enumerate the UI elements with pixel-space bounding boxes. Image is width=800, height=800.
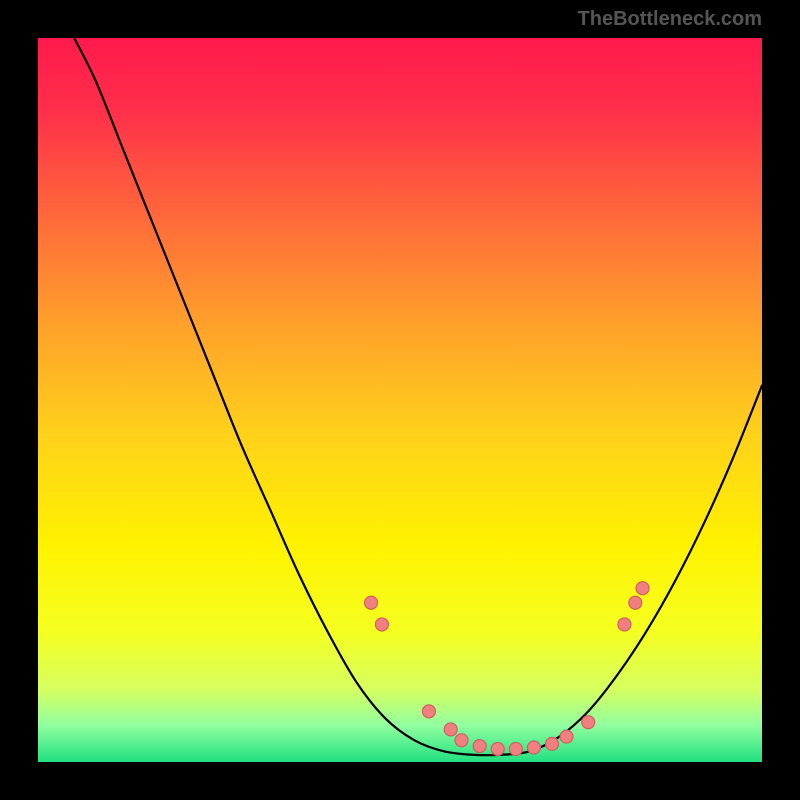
- marker-point: [560, 730, 573, 743]
- marker-point: [375, 618, 388, 631]
- marker-point: [629, 596, 642, 609]
- marker-points: [365, 582, 649, 756]
- marker-point: [455, 734, 468, 747]
- marker-point: [444, 723, 457, 736]
- bottleneck-curve: [74, 38, 762, 755]
- marker-point: [636, 582, 649, 595]
- marker-point: [473, 740, 486, 753]
- marker-point: [509, 742, 522, 755]
- marker-point: [582, 716, 595, 729]
- marker-point: [491, 742, 504, 755]
- attribution-text: TheBottleneck.com: [578, 8, 762, 31]
- marker-point: [618, 618, 631, 631]
- marker-point: [422, 705, 435, 718]
- chart-container: [38, 38, 762, 762]
- marker-point: [365, 596, 378, 609]
- plot-svg: [38, 38, 762, 762]
- marker-point: [527, 741, 540, 754]
- marker-point: [546, 737, 559, 750]
